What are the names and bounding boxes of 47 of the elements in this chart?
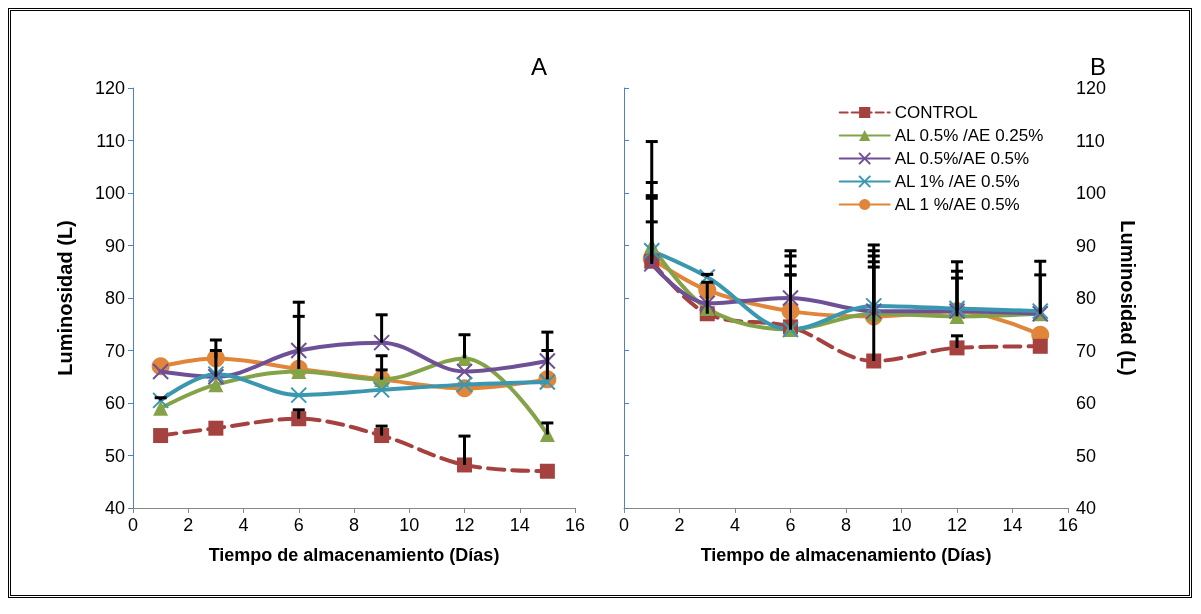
y-tick-label: 80 <box>1076 288 1097 308</box>
x-tick-label: 10 <box>891 515 912 535</box>
legend-label: CONTROL <box>894 103 978 122</box>
y-tick-label: 40 <box>104 498 125 518</box>
y-tick-label: 70 <box>104 340 125 361</box>
x-tick-label: 4 <box>729 515 741 535</box>
y-tick-label: 50 <box>104 445 125 466</box>
y-tick-label: 40 <box>1076 498 1097 518</box>
y-tick-label: 90 <box>1076 235 1097 256</box>
y-tick-label: 70 <box>1076 340 1097 361</box>
x-tick-label: 2 <box>183 515 194 535</box>
y-tick-label: 60 <box>104 393 125 413</box>
x-tick-label: 8 <box>840 515 852 535</box>
x-tick-label: 16 <box>1057 515 1079 535</box>
x-tick-label: 14 <box>509 515 530 535</box>
x-axis-title: Tiempo de almacenamiento (Días) <box>700 545 992 565</box>
legend-label: AL 0.5% /AE 0.25% <box>894 126 1044 145</box>
legend-label: AL 1 %/AE 0.5% <box>894 195 1020 214</box>
y-axis-title: Luminosidad (L) <box>1117 220 1139 376</box>
y-tick-label: 110 <box>96 130 125 151</box>
x-axis-title: Tiempo de almacenamiento (Días) <box>208 545 500 565</box>
x-tick-label: 6 <box>785 515 796 535</box>
y-tick-label: 60 <box>1076 393 1097 413</box>
x-tick-label: 4 <box>238 515 249 535</box>
legend-label: AL 1% /AE 0.5% <box>894 172 1020 191</box>
chart-title: A <box>531 52 548 80</box>
x-tick-label: 6 <box>293 515 304 535</box>
legend-label: AL 0.5%/AE 0.5% <box>894 149 1030 168</box>
x-tick-label: 0 <box>618 515 630 535</box>
y-tick-label: 120 <box>94 78 125 98</box>
y-tick-label: 90 <box>104 235 125 256</box>
x-tick-label: 8 <box>348 515 360 535</box>
x-tick-label: 0 <box>127 515 139 535</box>
x-tick-label: 14 <box>1002 515 1023 535</box>
y-tick-label: 110 <box>1076 130 1105 151</box>
x-tick-label: 16 <box>564 515 586 535</box>
y-tick-label: 100 <box>1076 183 1107 203</box>
y-axis-title: Luminosidad (L) <box>54 220 76 376</box>
x-tick-label: 12 <box>946 515 968 535</box>
chart-title: B <box>1090 52 1107 80</box>
y-tick-label: 120 <box>1076 78 1107 98</box>
x-tick-label: 2 <box>674 515 685 535</box>
y-tick-label: 100 <box>94 183 125 203</box>
y-tick-label: 50 <box>1076 445 1097 466</box>
x-tick-label: 10 <box>399 515 420 535</box>
x-tick-label: 12 <box>454 515 475 535</box>
y-tick-label: 80 <box>104 288 125 308</box>
